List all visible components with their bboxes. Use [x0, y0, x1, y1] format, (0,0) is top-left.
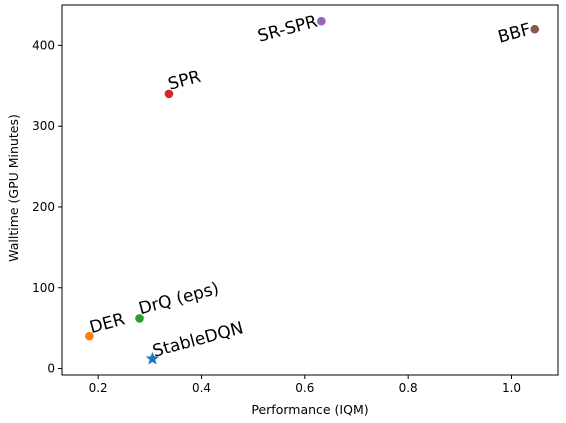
point-label: DER: [88, 309, 128, 338]
y-tick-label: 0: [47, 362, 55, 376]
data-point: [135, 314, 144, 323]
x-tick-label: 1.0: [502, 381, 521, 395]
y-tick-label: 300: [32, 119, 55, 133]
data-point: [317, 16, 326, 26]
x-tick-label: 0.6: [295, 381, 314, 395]
point-label: StableDQN: [151, 318, 246, 361]
y-tick-label: 200: [32, 200, 55, 214]
plot-frame: [61, 4, 559, 376]
point-label: SPR: [166, 67, 203, 95]
y-tick-label: 100: [32, 281, 55, 295]
x-tick-label: 0.8: [399, 381, 418, 395]
point-label: BBF: [496, 20, 533, 48]
data-point: [530, 24, 540, 34]
data-point: [164, 89, 174, 99]
point-label: DrQ (eps): [137, 279, 222, 320]
x-axis-label: Performance (IQM): [251, 402, 368, 417]
data-point: [85, 331, 94, 341]
x-tick-label: 0.2: [89, 381, 108, 395]
data-point-star: [145, 351, 160, 365]
y-tick-label: 400: [32, 38, 55, 52]
x-tick-label: 0.4: [192, 381, 211, 395]
point-label: SR-SPR: [256, 12, 320, 47]
plot-area: 0.2 0.4 0.6 0.8 1.0 0 100 200 300 400 DER DrQ (eps)…: [32, 4, 559, 395]
y-axis-label: Walltime (GPU Minutes): [6, 114, 21, 262]
